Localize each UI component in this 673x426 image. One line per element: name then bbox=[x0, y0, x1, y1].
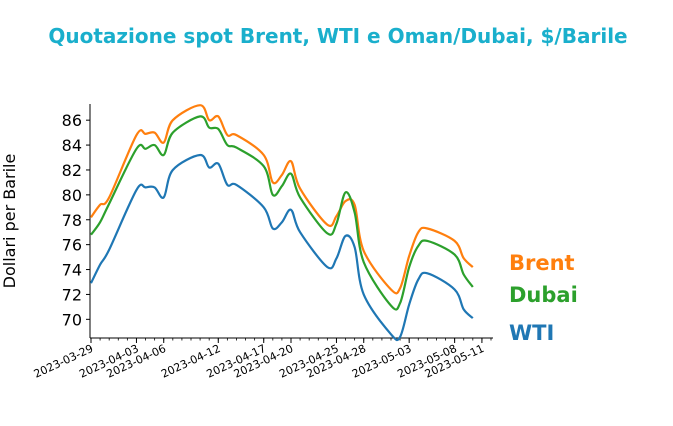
series-line-brent bbox=[90, 104, 474, 295]
y-tick-label: 74 bbox=[62, 261, 82, 280]
y-tick-label: 84 bbox=[62, 136, 82, 155]
y-tick-label: 80 bbox=[62, 186, 82, 205]
series-label-brent: Brent bbox=[509, 251, 575, 275]
y-tick-label: 86 bbox=[62, 111, 82, 130]
y-tick-label: 78 bbox=[62, 211, 82, 230]
y-tick-label: 70 bbox=[62, 310, 82, 329]
series-line-dubai bbox=[90, 115, 474, 311]
y-axis-label: Dollari per Barile bbox=[0, 154, 19, 289]
series-lines bbox=[90, 104, 474, 342]
series-label-wti: WTI bbox=[509, 321, 554, 345]
series-labels: Brent Dubai WTI bbox=[509, 251, 578, 345]
axes: 7072747678808284862023-03-292023-04-0320… bbox=[32, 104, 493, 381]
series-label-dubai: Dubai bbox=[509, 283, 578, 307]
series-line-wti bbox=[90, 153, 474, 342]
y-tick-label: 72 bbox=[62, 285, 82, 304]
y-tick-label: 82 bbox=[62, 161, 82, 180]
chart-title: Quotazione spot Brent, WTI e Oman/Dubai,… bbox=[48, 24, 627, 48]
y-tick-label: 76 bbox=[62, 236, 82, 255]
